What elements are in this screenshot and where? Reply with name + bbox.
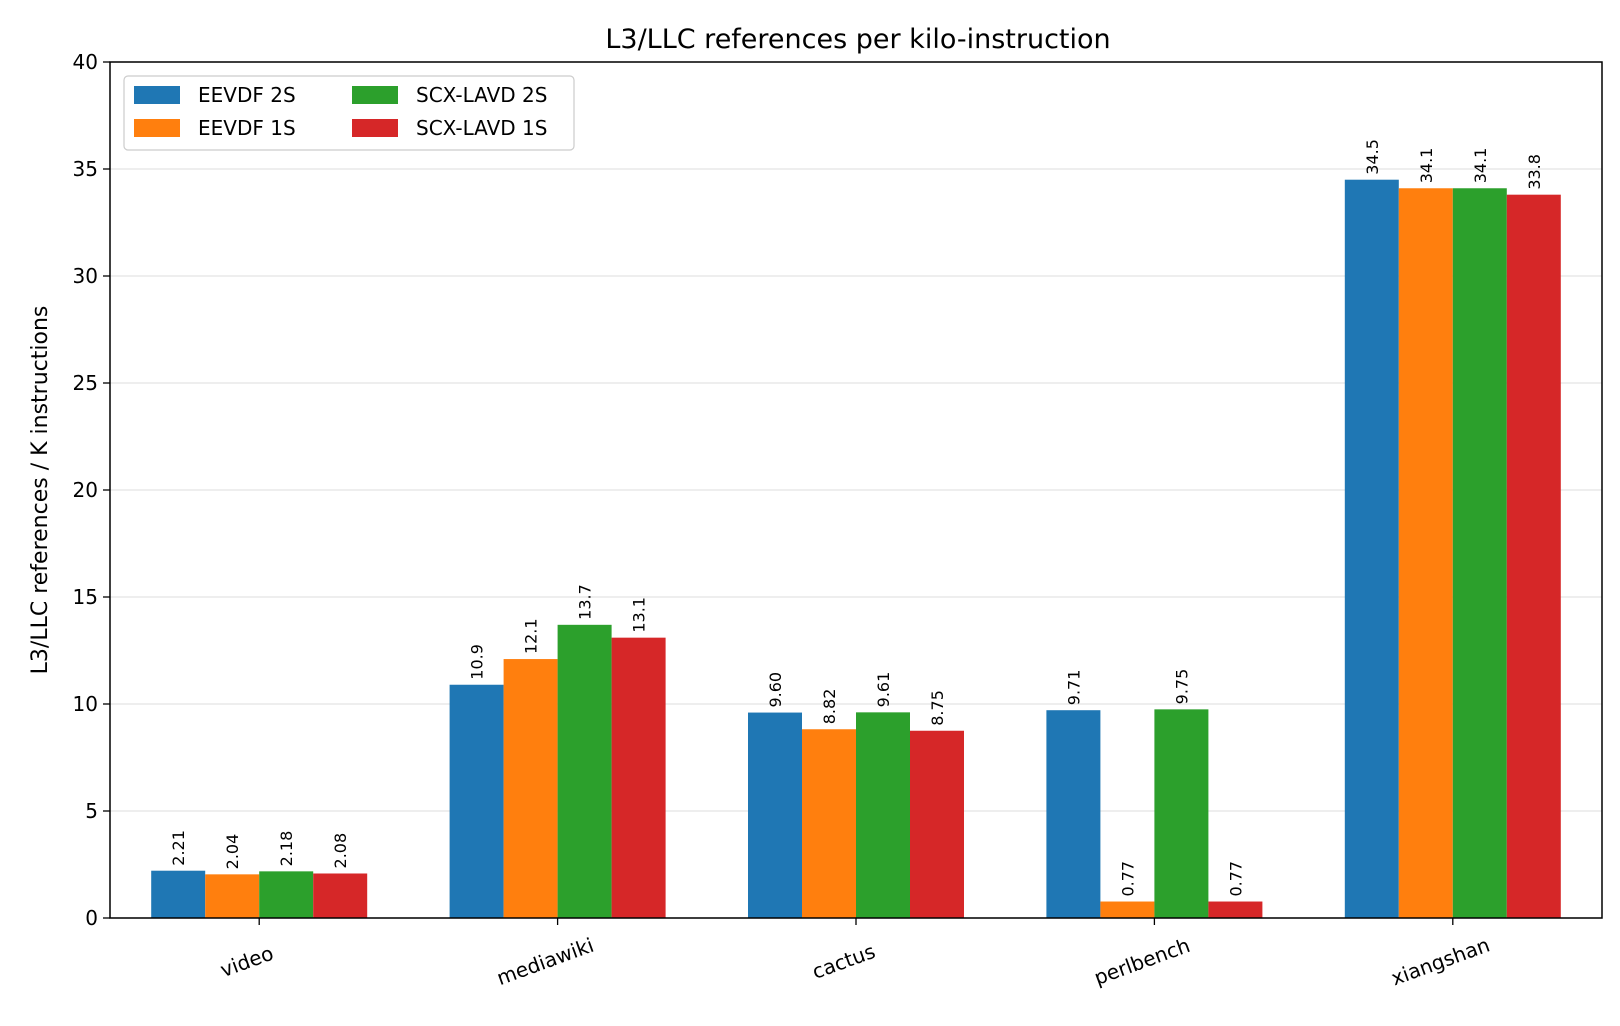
data-label: 2.18	[277, 831, 296, 867]
data-label: 9.71	[1064, 670, 1083, 706]
bar	[205, 874, 260, 918]
legend-label: EEVDF 2S	[198, 83, 296, 107]
data-label: 2.21	[169, 830, 188, 866]
x-tick-label: cactus	[809, 939, 878, 984]
y-axis-label: L3/LLC references / K instructions	[28, 306, 53, 675]
y-tick-label: 10	[73, 692, 98, 716]
data-label: 2.04	[223, 834, 242, 870]
bar	[313, 873, 368, 918]
y-tick-label: 5	[85, 799, 98, 823]
data-label: 13.1	[630, 597, 649, 633]
data-label: 8.75	[928, 690, 947, 726]
data-label: 13.7	[576, 584, 595, 620]
legend-label: SCX-LAVD 2S	[416, 83, 547, 107]
data-label: 8.82	[820, 689, 839, 725]
data-label: 9.61	[874, 672, 893, 708]
data-label: 12.1	[522, 618, 541, 654]
x-axis-ticks: video mediawiki cactus perlbench xiangshan	[217, 918, 1493, 990]
legend-label: EEVDF 1S	[198, 116, 296, 140]
bar	[503, 659, 558, 918]
y-axis-ticks: 0 5 10 15 20 25 30 35 40	[73, 50, 110, 930]
legend-box	[123, 75, 575, 151]
bars	[151, 179, 1561, 918]
data-label: 10.9	[468, 644, 487, 680]
bar	[611, 637, 666, 918]
y-tick-label: 15	[73, 585, 98, 609]
y-tick-label: 25	[73, 371, 98, 395]
y-tick-label: 0	[85, 906, 98, 930]
data-label: 34.5	[1363, 139, 1382, 175]
data-label: 9.75	[1172, 669, 1191, 705]
bar	[1506, 194, 1561, 918]
data-labels: 2.21 2.04 2.18 2.08 10.9 12.1 13.7 13.1 9.60 8.82…	[169, 139, 1544, 896]
y-tick-label: 40	[73, 50, 98, 74]
bar	[557, 624, 612, 918]
bar	[1452, 188, 1507, 918]
bar	[856, 712, 910, 918]
bar	[802, 729, 856, 918]
bar	[259, 871, 314, 918]
y-tick-label: 35	[73, 157, 98, 181]
data-label: 9.60	[766, 672, 785, 708]
legend-swatch	[134, 86, 180, 104]
bar	[748, 712, 802, 918]
data-label: 34.1	[1471, 148, 1490, 184]
bar	[1154, 709, 1209, 918]
legend-swatch	[352, 86, 398, 104]
x-tick-label: perlbench	[1091, 933, 1193, 990]
data-label: 0.77	[1226, 861, 1245, 897]
x-tick-label: mediawiki	[493, 933, 596, 990]
data-label: 2.08	[331, 833, 350, 869]
chart-title: L3/LLC references per kilo-instruction	[605, 24, 1110, 55]
bar	[910, 730, 964, 918]
data-label: 34.1	[1417, 148, 1436, 184]
bar	[1100, 901, 1155, 918]
legend-swatch	[352, 119, 398, 137]
y-tick-label: 20	[73, 478, 98, 502]
x-tick-label: xiangshan	[1388, 933, 1493, 991]
data-label: 33.8	[1525, 154, 1544, 190]
bar	[1398, 188, 1453, 918]
bar	[1208, 901, 1263, 918]
bar	[151, 870, 206, 918]
legend-label: SCX-LAVD 1S	[416, 116, 547, 140]
bar	[449, 684, 504, 918]
x-tick-label: video	[217, 941, 277, 982]
legend: EEVDF 2S EEVDF 1S SCX-LAVD 2S SCX-LAVD 1S	[123, 75, 575, 151]
bar	[1344, 179, 1399, 918]
y-tick-label: 30	[73, 264, 98, 288]
data-label: 0.77	[1118, 861, 1137, 897]
legend-swatch	[134, 119, 180, 137]
bar	[1046, 710, 1101, 918]
